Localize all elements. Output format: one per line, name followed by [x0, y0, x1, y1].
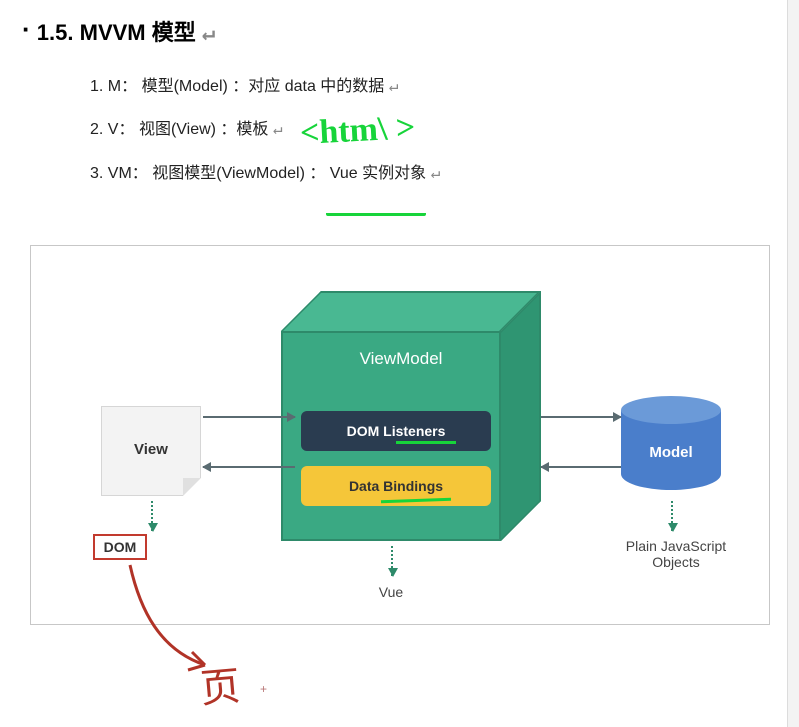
arrow-vm-to-model: [541, 416, 621, 418]
cylinder-top: [621, 396, 721, 424]
section-heading: · 1.5. MVVM 模型 ↵: [0, 0, 799, 47]
dom-listeners-bar: DOM Listeners: [301, 411, 491, 451]
item-lead: VM：: [108, 165, 148, 182]
paragraph-mark: ↵: [389, 76, 399, 95]
caption-pojo: Plain JavaScript Objects: [616, 538, 736, 570]
item-num: 1.: [90, 78, 103, 95]
paragraph-mark: ↵: [202, 21, 215, 46]
annotation-underline-listeners: [396, 441, 456, 444]
cursor-plus-mark: +: [260, 682, 267, 696]
annotation-scrawl-char: 页: [198, 653, 243, 714]
arrow-view-to-vm: [203, 416, 295, 418]
item-lead: V：: [108, 121, 135, 138]
annotation-underline-vue: [326, 210, 426, 216]
list-item-m: 1. M： 模型(Model) ：对应 data 中的数据 ↵: [90, 75, 799, 98]
viewmodel-title: ViewModel: [281, 349, 521, 369]
dotted-arrow-model: [671, 501, 673, 531]
viewmodel-node: ViewModel DOM Listeners Data Bindings: [281, 291, 541, 541]
dotted-arrow-view: [151, 501, 153, 531]
item-body: 模型(Model) ：对应 data 中的数据: [142, 78, 385, 95]
bullet-dot: ·: [22, 14, 31, 44]
cube-top: [281, 291, 541, 331]
arrow-vm-to-view: [203, 466, 295, 468]
view-node: View: [101, 406, 201, 496]
paragraph-mark: ↵: [273, 119, 283, 138]
list-item-vm: 3. VM： 视图模型(ViewModel) ： Vue 实例对象 ↵: [90, 162, 799, 185]
model-node: Model: [621, 396, 721, 496]
view-label: View: [102, 441, 200, 458]
caption-vue: Vue: [361, 584, 421, 600]
cube-side: [501, 291, 541, 541]
scrollbar-track[interactable]: [787, 0, 799, 727]
caption-pojo-line1: Plain JavaScript: [626, 538, 726, 554]
caption-pojo-line2: Objects: [652, 554, 699, 570]
item-body: 视图(View) ：模板: [139, 121, 269, 138]
heading-title: MVVM 模型: [80, 20, 196, 45]
heading-number: 1.5.: [37, 20, 74, 45]
mvvm-diagram: View ViewModel DOM Listeners Data Bindin…: [30, 245, 770, 625]
annotation-html-tag: <htm\ >: [299, 109, 416, 153]
dotted-arrow-vm: [391, 546, 393, 576]
paragraph-mark: ↵: [431, 163, 441, 182]
item-lead: M：: [108, 78, 137, 95]
arrow-model-to-vm: [541, 466, 621, 468]
model-label: Model: [621, 444, 721, 461]
item-num: 2.: [90, 121, 103, 138]
item-num: 3.: [90, 165, 103, 182]
list-item-v: 2. V： 视图(View) ：模板 ↵: [90, 118, 799, 141]
dom-caption-box: DOM: [93, 534, 147, 560]
item-body: 视图模型(ViewModel) ： Vue 实例对象: [152, 165, 426, 182]
